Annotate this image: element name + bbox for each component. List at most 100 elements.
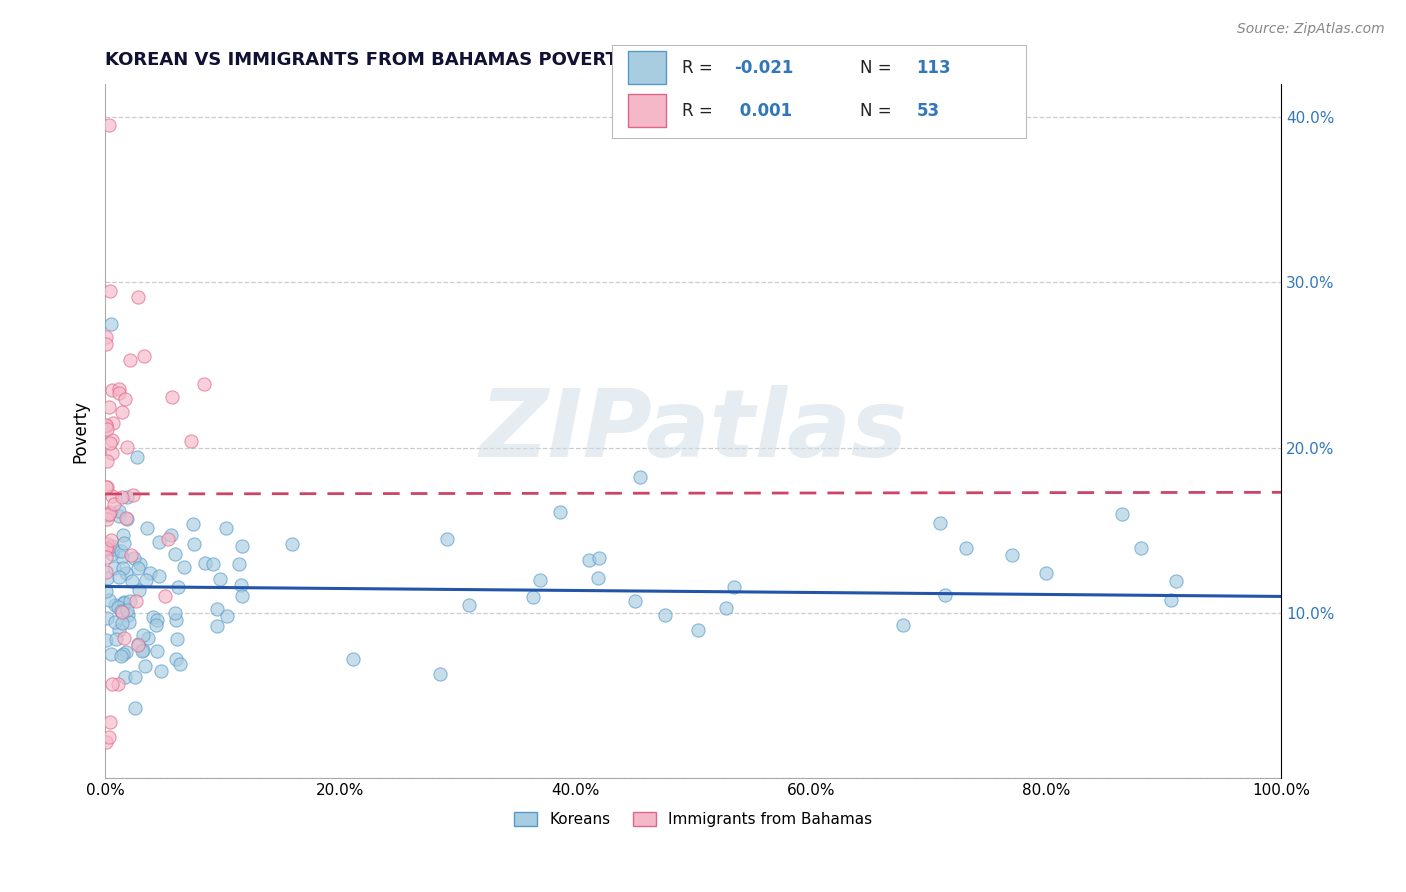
Point [193,376,215,391]
Point [136,631,159,645]
Point [98,436,121,450]
Point [96,330,118,344]
Point [96,633,118,648]
Point [111,647,134,661]
Point [125,450,148,464]
Point [112,596,135,610]
Point [146,614,169,628]
Point [180,434,202,449]
Point [98,593,121,607]
Point [228,557,250,571]
Point [103,497,125,511]
Point [429,667,451,681]
Point [529,573,551,587]
Point [101,383,124,397]
Point [134,349,156,363]
Point [229,578,252,592]
Point [97,730,120,744]
Point [548,505,571,519]
Text: 53: 53 [917,102,939,120]
Point [165,652,187,666]
Legend: Koreans, Immigrants from Bahamas: Koreans, Immigrants from Bahamas [508,805,879,833]
Point [131,644,153,658]
Point [159,528,181,542]
Text: N =: N = [860,59,897,77]
Point [107,676,129,690]
Point [624,593,647,607]
Point [103,560,125,574]
Point [934,588,956,602]
Point [723,580,745,594]
Point [96,537,118,551]
Point [96,422,118,436]
Point [145,617,167,632]
Point [100,317,122,331]
Point [1160,593,1182,607]
Point [628,470,651,484]
Point [138,566,160,580]
Point [686,623,709,637]
Point [955,541,977,555]
Point [96,480,118,494]
Point [115,490,138,504]
Point [117,607,139,622]
Point [108,504,131,518]
Y-axis label: Poverty: Poverty [72,400,89,463]
Point [100,647,122,661]
Point [1111,507,1133,521]
Point [122,551,145,566]
Text: 0.001: 0.001 [734,102,792,120]
Point [1129,541,1152,555]
Point [173,560,195,574]
Point [96,584,118,599]
Point [124,670,146,684]
Point [201,557,224,571]
Point [97,507,120,521]
Point [98,284,121,298]
Point [1035,566,1057,580]
Text: 113: 113 [917,59,950,77]
Point [156,532,179,546]
Point [101,547,124,561]
FancyBboxPatch shape [628,95,665,127]
Point [112,595,135,609]
Point [110,405,132,419]
Point [122,488,145,502]
Point [127,638,149,652]
Point [111,549,134,564]
Point [134,659,156,673]
Point [129,557,152,571]
Point [101,539,124,553]
Point [110,648,132,663]
Point [148,569,170,583]
Point [114,566,136,580]
Point [342,652,364,666]
Point [98,400,121,414]
Point [128,582,150,597]
Point [155,589,177,603]
Point [96,337,118,351]
Point [1166,574,1188,588]
Point [115,440,138,454]
Point [231,539,253,553]
Text: R =: R = [682,102,718,120]
Point [96,541,118,555]
Point [215,608,238,623]
Point [522,590,544,604]
Text: ZIPatlas: ZIPatlas [479,385,907,477]
Point [169,657,191,671]
Point [127,637,149,651]
Point [110,544,132,558]
Point [163,606,186,620]
Text: N =: N = [860,102,897,120]
Point [115,603,138,617]
Point [111,490,134,504]
Point [108,508,131,523]
Point [96,511,118,525]
Point [103,416,125,430]
Point [111,605,134,619]
Point [588,551,610,566]
Point [114,392,136,406]
Point [231,589,253,603]
Point [127,561,149,575]
